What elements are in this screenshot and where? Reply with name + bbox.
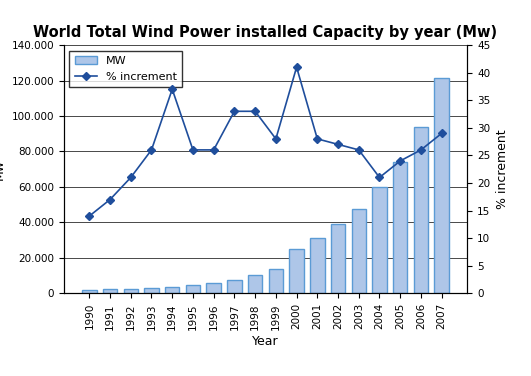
Bar <box>144 288 159 293</box>
Bar <box>186 285 200 293</box>
Title: World Total Wind Power installed Capacity by year (Mw): World Total Wind Power installed Capacit… <box>33 25 498 40</box>
Y-axis label: % increment: % increment <box>496 129 509 209</box>
Y-axis label: Mw: Mw <box>0 159 6 180</box>
Bar <box>269 268 283 293</box>
Bar <box>248 275 262 293</box>
% increment <box>376 175 383 180</box>
X-axis label: Year: Year <box>252 335 279 348</box>
Bar <box>289 249 304 293</box>
% increment <box>273 136 279 141</box>
Bar <box>414 127 428 293</box>
% increment <box>294 65 300 70</box>
% increment <box>169 87 175 91</box>
Legend: MW, % increment: MW, % increment <box>69 51 183 87</box>
Bar <box>352 209 366 293</box>
Bar <box>207 282 221 293</box>
Bar <box>227 280 242 293</box>
Bar <box>103 290 117 293</box>
% increment <box>190 148 196 152</box>
% increment <box>231 109 237 114</box>
% increment <box>148 148 155 152</box>
% increment <box>127 175 134 180</box>
% increment <box>210 148 217 152</box>
Bar <box>124 289 138 293</box>
Bar <box>393 162 407 293</box>
Bar <box>434 79 449 293</box>
Bar <box>331 224 345 293</box>
% increment <box>397 159 404 163</box>
Bar <box>82 290 97 293</box>
% increment <box>107 197 113 202</box>
% increment <box>439 131 445 136</box>
% increment <box>314 136 321 141</box>
% increment <box>252 109 258 114</box>
Line: % increment: % increment <box>87 64 444 219</box>
% increment <box>335 142 341 147</box>
% increment <box>418 148 424 152</box>
Bar <box>310 238 324 293</box>
% increment <box>86 214 92 218</box>
Bar <box>372 187 387 293</box>
% increment <box>356 148 362 152</box>
Bar <box>165 287 179 293</box>
